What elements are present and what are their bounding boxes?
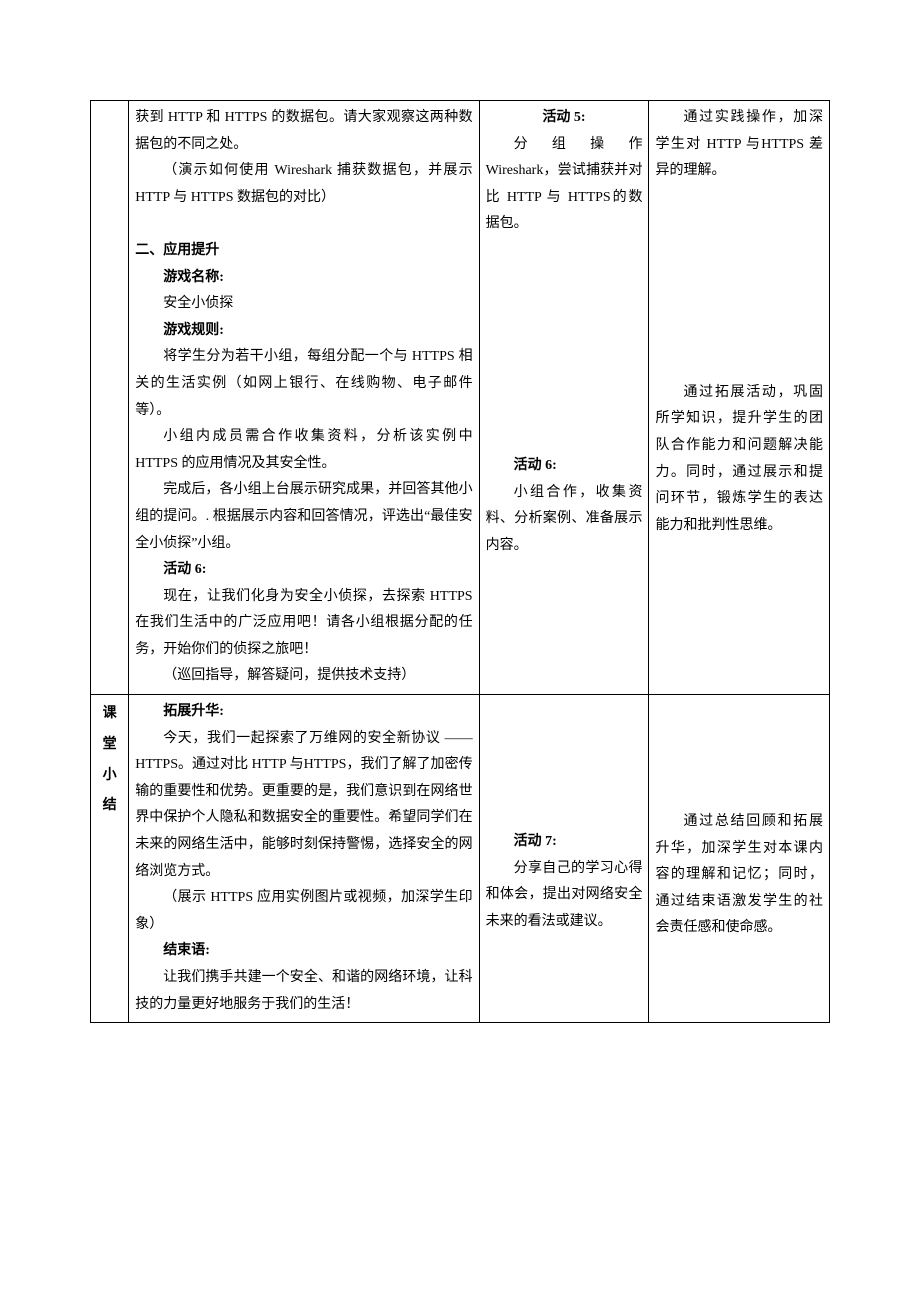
activity-heading: 活动 6: (135, 557, 472, 584)
table-row: 课 堂 小 结 拓展升华: 今天，我们一起探索了万维网的安全新协议 ——HTTP… (91, 695, 830, 1023)
paragraph: （演示如何使用 Wireshark 捕获数据包，并展示 HTTP 与 HTTPS… (135, 158, 472, 211)
paragraph: （巡回指导，解答疑问，提供技术支持） (135, 663, 472, 690)
row1-design-cell: 通过实践操作，加深学生对 HTTP 与HTTPS 差异的理解。 通过拓展活动，巩… (649, 101, 830, 695)
game-name-heading: 游戏名称: (135, 265, 472, 292)
section-heading: 二、应用提升 (135, 238, 472, 265)
paragraph: 获到 HTTP 和 HTTPS 的数据包。请大家观察这两种数据包的不同之处。 (135, 105, 472, 158)
paragraph: 小组内成员需合作收集资料，分析该实例中 HTTPS 的应用情况及其安全性。 (135, 424, 472, 477)
paragraph: 通过总结回顾和拓展升华，加深学生对本课内容的理解和记忆；同时，通过结束语激发学生… (655, 809, 823, 942)
lesson-plan-table: 获到 HTTP 和 HTTPS 的数据包。请大家观察这两种数据包的不同之处。 （… (90, 100, 830, 1023)
table-row: 获到 HTTP 和 HTTPS 的数据包。请大家观察这两种数据包的不同之处。 （… (91, 101, 830, 695)
paragraph: 让我们携手共建一个安全、和谐的网络环境，让科技的力量更好地服务于我们的生活！ (135, 965, 472, 1018)
paragraph: 今天，我们一起探索了万维网的安全新协议 ——HTTPS。通过对比 HTTP 与H… (135, 726, 472, 886)
row2-design-cell: 通过总结回顾和拓展升华，加深学生对本课内容的理解和记忆；同时，通过结束语激发学生… (649, 695, 830, 1023)
activity-heading: 活动 7: (486, 829, 643, 856)
paragraph: 现在，让我们化身为安全小侦探，去探索 HTTPS 在我们生活中的广泛应用吧！请各… (135, 584, 472, 664)
paragraph: 小组合作，收集资料、分析案例、准备展示内容。 (486, 480, 643, 560)
game-name: 安全小侦探 (135, 291, 472, 318)
row2-activity-cell: 活动 7: 分享自己的学习心得和体会，提出对网络安全未来的看法或建议。 (479, 695, 649, 1023)
row2-label-cell: 课 堂 小 结 (91, 695, 129, 1023)
label-char: 堂 (103, 730, 117, 761)
paragraph: 分 组 操 作Wireshark，尝试捕获并对比 HTTP 与 HTTPS的数据… (486, 132, 643, 238)
subsection-heading: 拓展升华: (135, 699, 472, 726)
row1-main-cell: 获到 HTTP 和 HTTPS 的数据包。请大家观察这两种数据包的不同之处。 （… (129, 101, 479, 695)
paragraph: 通过拓展活动，巩固所学知识，提升学生的团队合作能力和问题解决能力。同时，通过展示… (655, 380, 823, 540)
subsection-heading: 结束语: (135, 938, 472, 965)
paragraph: 通过实践操作，加深学生对 HTTP 与HTTPS 差异的理解。 (655, 105, 823, 185)
row2-main-cell: 拓展升华: 今天，我们一起探索了万维网的安全新协议 ——HTTPS。通过对比 H… (129, 695, 479, 1023)
paragraph: 完成后，各小组上台展示研究成果，并回答其他小组的提问。. 根据展示内容和回答情况… (135, 477, 472, 557)
game-rule-heading: 游戏规则: (135, 318, 472, 345)
label-char: 课 (103, 699, 117, 730)
row1-activity-cell: 活动 5: 分 组 操 作Wireshark，尝试捕获并对比 HTTP 与 HT… (479, 101, 649, 695)
row1-label-cell (91, 101, 129, 695)
paragraph: （展示 HTTPS 应用实例图片或视频，加深学生印象） (135, 885, 472, 938)
paragraph: 分享自己的学习心得和体会，提出对网络安全未来的看法或建议。 (486, 856, 643, 936)
label-char: 结 (103, 791, 117, 822)
section-label-vertical: 课 堂 小 结 (97, 699, 122, 822)
label-char: 小 (103, 761, 117, 792)
activity-heading: 活动 6: (486, 453, 643, 480)
activity-heading: 活动 5: (486, 105, 643, 132)
paragraph: 将学生分为若干小组，每组分配一个与 HTTPS 相关的生活实例（如网上银行、在线… (135, 344, 472, 424)
